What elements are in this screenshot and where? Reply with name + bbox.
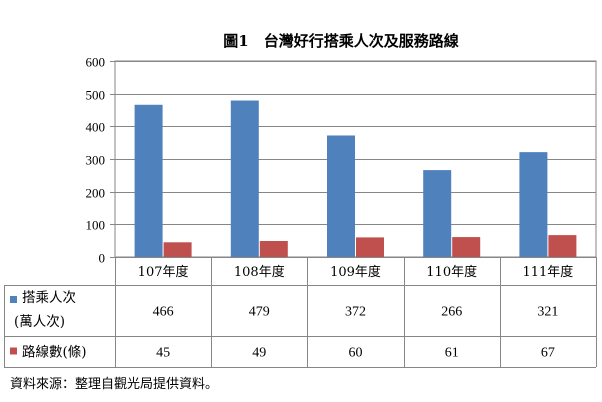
table-value: 67 (541, 346, 555, 361)
legend-key-routes (10, 347, 17, 355)
bar-routes (452, 237, 481, 257)
bar-routes (356, 237, 384, 257)
bar-passengers (519, 152, 548, 257)
table-value: 45 (156, 346, 170, 361)
chart-title: 圖1 台灣好行搭乘人次及服務路線 (223, 32, 458, 50)
table-value: 49 (252, 346, 266, 361)
category-label: 107年度 (138, 264, 189, 280)
bar-routes (163, 242, 192, 257)
table-value: 266 (441, 305, 462, 320)
y-axis-tick-labels: 0 100 200 300 400 500 600 (86, 55, 106, 266)
legend-label: 路線數(條) (22, 345, 87, 361)
category-label: 109年度 (330, 264, 381, 280)
legend-key-passengers (10, 296, 17, 303)
bar-routes (259, 240, 288, 257)
source-note: 資料來源：整理自觀光局提供資料。 (10, 376, 218, 392)
y-tick-label: 600 (86, 55, 106, 70)
category-label: 108年度 (234, 264, 285, 280)
y-tick-label: 100 (86, 218, 106, 233)
y-tick-label: 0 (99, 251, 106, 266)
y-tick-label: 300 (86, 153, 106, 168)
bar-passengers (230, 100, 259, 257)
y-tick-label: 400 (86, 120, 106, 135)
legend-label: 搭乘人次 (22, 290, 76, 306)
bars (134, 100, 577, 257)
table-value: 372 (345, 305, 366, 320)
category-label: 110年度 (426, 264, 477, 280)
table-value: 321 (537, 305, 558, 320)
table-value: 61 (445, 346, 459, 361)
bar-passengers (423, 170, 452, 257)
category-label: 111年度 (522, 264, 573, 280)
bar-routes (548, 235, 577, 257)
y-tick-label: 200 (86, 186, 106, 201)
bar-passengers (134, 104, 163, 257)
table-value: 60 (349, 346, 363, 361)
y-tick-label: 500 (86, 88, 106, 103)
legend-label-unit: (萬人次) (14, 314, 65, 330)
table-value: 479 (249, 305, 270, 320)
bar-passengers (327, 135, 355, 257)
table-value: 466 (153, 305, 174, 320)
